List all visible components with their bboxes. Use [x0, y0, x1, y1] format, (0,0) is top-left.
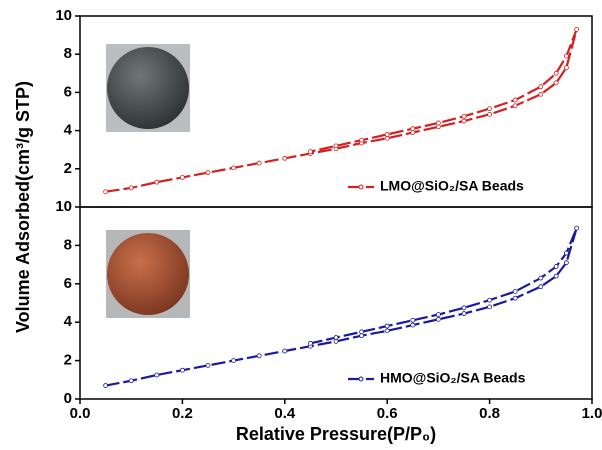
data-point: [564, 54, 568, 58]
y-axis-label: Volume Adsorbed(cm³/g STP): [13, 81, 33, 333]
y-tick-label: 6: [64, 83, 72, 100]
y-tick-label: 8: [64, 236, 72, 253]
data-point: [411, 323, 415, 327]
x-tick-label: 1.0: [582, 405, 602, 422]
data-point: [334, 339, 338, 343]
data-point: [513, 296, 517, 300]
data-point: [462, 312, 466, 316]
y-tick-label: 4: [64, 122, 73, 139]
data-point: [575, 226, 579, 230]
data-point: [104, 190, 108, 194]
data-point: [539, 285, 543, 289]
x-tick-label: 0.2: [172, 405, 193, 422]
data-point: [436, 317, 440, 321]
data-point: [411, 131, 415, 135]
data-point: [564, 251, 568, 255]
y-tick-label: 6: [64, 275, 72, 292]
y-tick-label: 10: [55, 7, 72, 24]
data-point: [436, 313, 440, 317]
bead-photo: [106, 230, 190, 318]
data-point: [308, 341, 312, 345]
data-point: [564, 66, 568, 70]
data-point: [308, 150, 312, 154]
data-point: [539, 276, 543, 280]
data-point: [360, 334, 364, 338]
data-point: [488, 107, 492, 111]
data-point: [385, 329, 389, 333]
data-point: [129, 379, 133, 383]
data-point: [129, 186, 133, 190]
data-point: [488, 112, 492, 116]
data-point: [180, 368, 184, 372]
data-point: [462, 119, 466, 123]
data-point: [206, 363, 210, 367]
x-tick-label: 0.4: [274, 405, 296, 422]
data-point: [539, 85, 543, 89]
data-point: [564, 261, 568, 265]
data-point: [334, 144, 338, 148]
x-tick-label: 0.8: [479, 405, 500, 422]
data-point: [554, 265, 558, 269]
bead-photo: [106, 44, 190, 132]
legend-label: HMO@SiO₂/SA Beads: [380, 370, 526, 386]
data-point: [539, 92, 543, 96]
data-point: [554, 71, 558, 75]
data-point: [360, 138, 364, 142]
data-point: [334, 336, 338, 340]
y-tick-label: 4: [64, 313, 73, 330]
data-point: [513, 98, 517, 102]
data-point: [257, 354, 261, 358]
data-point: [206, 171, 210, 175]
x-tick-label: 0.6: [377, 405, 398, 422]
y-tick-label: 2: [64, 160, 72, 177]
data-point: [155, 180, 159, 184]
y-tick-label: 2: [64, 352, 72, 369]
data-point: [462, 306, 466, 310]
data-point: [488, 298, 492, 302]
data-point: [436, 125, 440, 129]
x-tick-label: 0.0: [70, 405, 91, 422]
data-point: [411, 127, 415, 131]
data-point: [232, 359, 236, 363]
data-point: [488, 305, 492, 309]
data-point: [554, 81, 558, 85]
data-point: [411, 318, 415, 322]
chart: Volume Adsorbed(cm³/g STP) Relative Pres…: [0, 0, 602, 445]
data-point: [257, 161, 261, 165]
data-point: [360, 330, 364, 334]
legend-swatch: [359, 185, 363, 189]
data-point: [283, 156, 287, 160]
data-point: [232, 166, 236, 170]
data-point: [575, 27, 579, 31]
legend-swatch: [359, 377, 363, 381]
data-point: [554, 274, 558, 278]
data-point: [513, 289, 517, 293]
x-axis-label: Relative Pressure(P/P₀): [236, 424, 436, 444]
data-point: [283, 349, 287, 353]
data-point: [180, 175, 184, 179]
data-point: [104, 384, 108, 388]
data-point: [385, 324, 389, 328]
data-point: [462, 114, 466, 118]
legend-label: LMO@SiO₂/SA Beads: [380, 178, 524, 194]
data-point: [155, 373, 159, 377]
data-point: [436, 121, 440, 125]
y-tick-label: 8: [64, 45, 72, 62]
data-point: [385, 132, 389, 136]
y-tick-label: 10: [55, 198, 72, 215]
data-point: [513, 104, 517, 108]
data-point: [385, 136, 389, 140]
